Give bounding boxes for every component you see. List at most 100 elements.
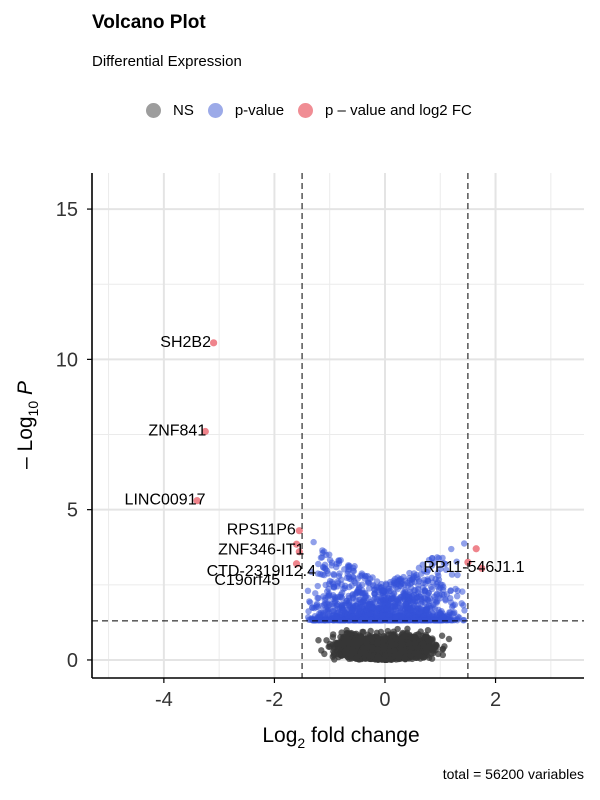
point-pvalue [315,560,322,568]
y-tick-label: 0 [67,650,78,672]
point-pvalue [411,595,419,602]
point-pvalue [333,613,340,620]
point-pvalue [350,605,357,612]
point-ns [423,648,430,656]
point-labels: SH2B2 ZNF841 LINC00917 RPS11P6 ZNF346-IT1 CTD… [125,334,525,589]
point-pvalue [314,582,321,590]
point-pvalue [343,597,350,605]
point-pvalue [442,597,449,604]
point-pvalue [328,559,336,566]
point-pvalue [433,599,440,606]
point-pvalue [308,615,316,622]
y-tick-label: 10 [56,349,78,371]
point-pvalue [323,551,330,559]
point-pvalue [454,571,461,579]
x-tick-label: -4 [155,689,173,711]
point-ns [348,654,355,661]
threshold-lines [92,173,584,678]
point-ns [441,643,448,650]
point-pvalue [314,603,322,610]
point-pvalue [447,587,454,595]
point-pvalue [420,567,428,575]
point-ns [351,648,358,655]
point-ns [426,643,434,651]
point-pvalue-fc [472,545,480,553]
point-pvalue [404,617,412,624]
point-pvalue [399,592,406,600]
point-ns [330,648,337,655]
chart-title: Volcano Plot [92,12,206,33]
point-pvalue-fc [464,558,472,566]
point-pvalue [391,579,398,586]
point-pvalue [425,602,432,609]
point-pvalue [454,617,461,624]
point-pvalue [384,617,392,624]
point-label: ZNF346-IT1 [218,542,304,559]
point-ns [419,640,427,648]
legend-item-pvalue: p-value [207,102,285,119]
point-ns [438,632,446,639]
point-pvalue-fc [295,527,303,535]
point-pvalue [382,580,390,587]
point-pvalue [378,612,386,619]
point-pvalue [435,586,443,593]
point-pvalue [348,582,355,589]
point-pvalue [330,571,338,579]
y-tick-label: 5 [67,500,78,522]
point-pvalue [379,587,386,594]
point-label: CTD-2319I12.4 [207,563,316,580]
point-pvalue [460,616,468,624]
legend-dot-pvalue-fc [298,103,314,118]
point-pvalue-fc [193,497,201,505]
point-ns [343,635,350,642]
point-pvalue [442,560,449,568]
point-pvalue [314,595,321,602]
point-ns [376,633,383,640]
point-pvalue [394,574,401,581]
point-pvalue [322,616,329,624]
point-pvalue [338,589,346,597]
point-pvalue [304,587,312,595]
point-pvalue [435,554,443,562]
point-pvalue [346,562,353,570]
point-ns [395,654,403,661]
point-ns [357,648,365,656]
x-tick-label: 2 [490,689,501,711]
point-pvalue [407,606,415,614]
point-pvalue [319,571,326,578]
point-pvalue [406,569,413,577]
point-label: ZNF841 [148,423,206,440]
point-pvalue [306,599,314,606]
point-pvalue [410,570,418,577]
point-ns [397,649,404,656]
point-ns [333,639,341,647]
point-label: RP11-546J1.1 [423,559,524,576]
point-ns [390,628,397,635]
point-ns [318,647,325,654]
legend-item-ns: NS [146,102,194,119]
point-pvalue-fc [292,540,301,548]
point-ns [391,641,399,648]
point-pvalue [377,594,385,602]
legend-label-pvalue: p-value [234,102,285,119]
point-ns [422,633,430,640]
point-pvalue [312,590,319,597]
point-pvalue [364,572,371,580]
point-ns [390,647,398,655]
point-pvalue [333,563,340,571]
point-pvalue [442,566,450,574]
point-pvalue [425,556,433,564]
point-ns [435,650,442,658]
point-pvalue [352,597,360,604]
point-pvalue [330,584,338,591]
point-pvalue [319,609,326,616]
point-pvalue [428,562,436,569]
point-pvalue [331,599,338,607]
point-label: C19orf45 [214,572,280,589]
point-pvalue [407,584,415,591]
point-pvalue [436,609,444,616]
point-pvalue [460,540,468,547]
point-pvalue [453,592,461,600]
point-pvalue [337,616,344,624]
point-pvalue [458,600,465,607]
